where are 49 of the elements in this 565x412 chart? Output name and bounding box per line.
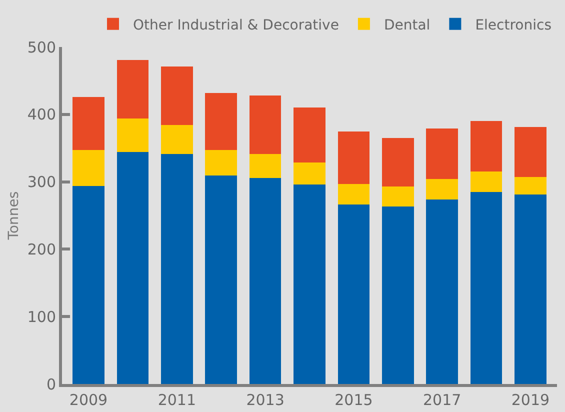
bar — [116, 118, 149, 152]
bar — [161, 66, 193, 126]
bar — [72, 186, 104, 384]
bar — [514, 194, 546, 384]
x-tick-label: 2017 — [422, 391, 462, 409]
x-tick-label: 2009 — [69, 391, 108, 409]
y-tick-label: 400 — [27, 106, 56, 124]
bar — [470, 121, 502, 172]
bar — [161, 125, 193, 154]
bar — [382, 186, 414, 207]
x-tick-label: 2019 — [511, 391, 550, 409]
bar — [205, 92, 238, 150]
bar — [514, 127, 546, 178]
bar — [205, 150, 238, 176]
y-tick-label: 0 — [46, 375, 56, 394]
bar — [294, 162, 326, 184]
y-tick-label: 200 — [27, 240, 56, 258]
y-axis-title: Tonnes — [6, 191, 22, 241]
x-tick-label: 2011 — [158, 391, 196, 409]
bar — [294, 108, 326, 162]
bar — [161, 154, 193, 384]
legend-label: Other Industrial & Decorative — [133, 17, 339, 34]
y-tick-label: 100 — [27, 308, 56, 326]
bar — [72, 150, 104, 186]
bar — [294, 184, 326, 384]
bar — [382, 138, 414, 187]
legend-label: Dental — [384, 17, 430, 34]
bar — [426, 199, 458, 384]
bar — [338, 131, 370, 184]
bar — [205, 176, 238, 384]
legend-label: Electronics — [475, 17, 552, 34]
bar — [72, 96, 104, 150]
y-tick-label: 300 — [27, 173, 56, 192]
bar — [249, 154, 282, 178]
bar — [338, 204, 370, 384]
x-tick-label: 2015 — [334, 391, 373, 409]
bar — [382, 206, 414, 384]
bar — [470, 192, 502, 384]
bar — [338, 184, 370, 205]
bar — [116, 60, 149, 118]
bar — [249, 96, 282, 154]
bar — [514, 177, 546, 195]
bar — [426, 128, 458, 180]
bar — [116, 152, 149, 384]
y-tick-label: 500 — [27, 38, 56, 56]
bar — [426, 179, 458, 200]
bar — [470, 172, 502, 192]
bar — [249, 178, 282, 384]
x-tick-label: 2013 — [246, 391, 284, 409]
